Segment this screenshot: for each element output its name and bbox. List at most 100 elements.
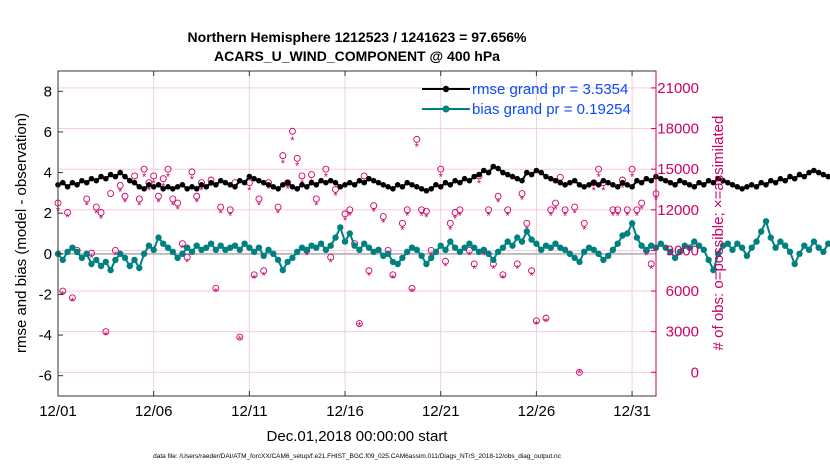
bias-point (136, 264, 143, 272)
obs-possible-marker (408, 284, 416, 292)
bias-point (514, 234, 521, 241)
rmse-point (237, 177, 243, 184)
bias-point (255, 244, 263, 251)
rmse-point (576, 182, 583, 188)
obs-assimilated-marker: * (563, 211, 568, 223)
obs-assimilated-marker: * (544, 316, 549, 328)
obs-assimilated-marker: * (596, 171, 601, 183)
bias-point (97, 262, 105, 270)
obs-possible-marker (422, 207, 430, 215)
obs-possible-marker (212, 284, 220, 292)
obs-possible-marker (107, 190, 115, 198)
obs-possible-marker (456, 206, 464, 214)
bias-point (236, 246, 243, 253)
bias-point (361, 240, 368, 247)
y-tick-label-right: 12000 (657, 202, 699, 219)
obs-assimilated-marker: * (367, 270, 372, 282)
bias-point (748, 244, 755, 251)
obs-assimilated-marker: * (491, 264, 496, 276)
bias-point (346, 230, 353, 237)
bias-point (270, 250, 277, 257)
rmse-point (787, 173, 793, 180)
obs-assimilated-marker: * (252, 273, 257, 285)
rmse-point (600, 177, 607, 184)
bias-point (126, 262, 133, 270)
rmse-point (423, 188, 430, 194)
obs-assimilated-marker: * (333, 190, 338, 202)
obs-assimilated-marker: * (501, 273, 506, 285)
bias-point (337, 224, 344, 231)
obs-possible-marker (288, 127, 296, 135)
rmse-point (739, 186, 745, 192)
bias-point (169, 248, 176, 255)
bias-point (671, 254, 679, 262)
bias-point (724, 240, 731, 247)
obs-assimilated-marker: * (415, 142, 420, 154)
obs-assimilated-marker: * (137, 200, 142, 212)
rmse-point (825, 173, 830, 180)
bias-point (207, 240, 215, 247)
bias-point (695, 242, 703, 249)
obs-possible-marker (255, 195, 263, 203)
obs-assimilated-marker: * (400, 224, 405, 236)
obs-possible-marker (623, 206, 631, 214)
y-tick-label-left: 6 (44, 124, 52, 141)
rmse-point (127, 177, 133, 184)
rmse-point (342, 182, 348, 188)
rmse-point (667, 179, 674, 186)
rmse-point (538, 169, 544, 176)
obs-assimilated-marker: * (104, 330, 109, 342)
obs-possible-marker (638, 199, 646, 207)
obs-possible-marker (308, 171, 316, 179)
rmse-point (729, 182, 736, 188)
obs-assimilated-marker: * (238, 334, 243, 346)
bias-point (179, 250, 186, 257)
obs-possible-marker (552, 199, 559, 207)
obs-assimilated-marker: * (620, 182, 625, 194)
rmse-point (246, 173, 253, 180)
obs-assimilated-marker: * (453, 213, 458, 225)
rmse-point (461, 175, 468, 182)
obs-possible-marker (518, 190, 526, 198)
obs-possible-marker (341, 210, 349, 218)
obs-possible-marker (561, 206, 569, 214)
obs-assimilated-marker: * (94, 208, 99, 220)
rmse-point (471, 173, 478, 180)
bias-point (762, 218, 770, 225)
rmse-point (404, 179, 411, 186)
bias-point (193, 242, 200, 249)
obs-possible-marker (83, 195, 91, 203)
obs-assimilated-marker: * (477, 178, 482, 190)
obs-possible-marker (389, 271, 397, 279)
obs-assimilated-marker: * (630, 171, 635, 183)
y-tick-label-left: 8 (44, 83, 52, 100)
obs-assimilated-marker: * (410, 287, 415, 299)
rmse-point (227, 182, 233, 188)
bias-point (437, 242, 444, 249)
rmse-point (198, 182, 205, 188)
obs-possible-marker (116, 181, 124, 189)
obs-possible-marker (68, 294, 76, 302)
bias-point (241, 240, 248, 247)
rmse-point (141, 186, 147, 192)
rmse-point (595, 182, 602, 188)
obs-assimilated-marker: * (644, 250, 649, 262)
bias-point (494, 248, 502, 255)
obs-assimilated-marker: * (348, 211, 353, 223)
bias-point (313, 244, 320, 251)
y-tick-label-left: -4 (39, 327, 52, 344)
y-tick-label-right: 3000 (666, 324, 699, 341)
obs-possible-marker (576, 368, 583, 376)
obs-possible-marker (446, 219, 454, 227)
bias-point (499, 244, 507, 251)
obs-assimilated-marker: * (180, 243, 185, 255)
obs-assimilated-marker: * (611, 211, 616, 223)
obs-possible-marker (121, 192, 129, 200)
bias-point (624, 230, 631, 237)
rmse-point (308, 179, 315, 186)
bias-point (557, 244, 564, 251)
y-tick-label-right: 9000 (666, 242, 699, 259)
obs-assimilated-marker: * (276, 208, 281, 220)
rmse-point (820, 171, 827, 178)
obs-possible-marker (470, 260, 478, 268)
